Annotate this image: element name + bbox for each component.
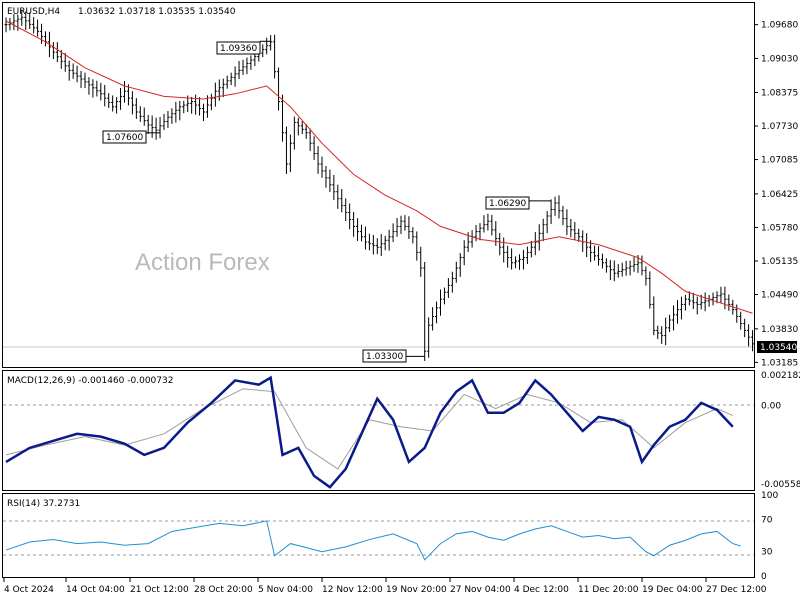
annotation-label: 1.07600: [106, 133, 143, 143]
price-panel: [2, 2, 755, 368]
rsi-panel: [2, 493, 755, 578]
macd-tick-label: -0.005584: [761, 480, 800, 490]
price-tick-label: 1.04490: [761, 291, 798, 301]
time-tick-label: 27 Dec 12:00: [706, 585, 767, 595]
macd-signal-line: [5, 388, 734, 470]
macd-tick-label: 0.002182: [761, 371, 800, 381]
moving-average-line: [5, 20, 753, 314]
macd-panel: [2, 370, 755, 491]
time-tick-label: 27 Nov 04:00: [450, 585, 511, 595]
time-tick-label: 4 Dec 12:00: [514, 585, 569, 595]
macd-main-line: [5, 375, 734, 489]
annotation-box: [485, 196, 530, 210]
price-tick-label: 1.09680: [761, 21, 798, 31]
symbol-label: EURUSD,H4: [7, 7, 60, 17]
ohlc-readout: 1.03632 1.03718 1.03535 1.03540: [78, 7, 236, 17]
price-tick-label: 1.03185: [761, 358, 798, 368]
price-tick-label: 1.03830: [761, 325, 798, 335]
last-price-label: 1.03540: [760, 343, 797, 353]
time-tick-label: 11 Dec 20:00: [578, 585, 639, 595]
annotation-label: 1.06290: [489, 199, 526, 209]
annotation-box: [102, 130, 147, 144]
time-tick-label: 14 Oct 04:00: [66, 585, 125, 595]
time-tick-label: 28 Oct 20:00: [194, 585, 253, 595]
price-tick-label: 1.06425: [761, 190, 798, 200]
rsi-label: RSI(14) 37.2731: [7, 499, 80, 509]
time-tick-label: 19 Dec 04:00: [642, 585, 703, 595]
price-tick-label: 1.05135: [761, 257, 798, 267]
time-tick-label: 19 Nov 20:00: [386, 585, 447, 595]
annotation-box: [216, 41, 261, 55]
price-tick-label: 1.08375: [761, 89, 798, 99]
price-tick-label: 1.07085: [761, 156, 798, 166]
time-tick-label: 4 Oct 2024: [4, 585, 54, 595]
annotation-label: 1.09360: [220, 44, 257, 54]
macd-tick-label: 0.00: [761, 402, 781, 412]
rsi-tick-label: 100: [761, 491, 778, 501]
last-price-tag: [757, 341, 797, 353]
price-tick-label: 1.09030: [761, 54, 798, 64]
rsi-tick-label: 0: [761, 572, 767, 582]
price-tick-label: 1.05780: [761, 223, 798, 233]
macd-label: MACD(12,26,9) -0.001460 -0.000732: [7, 376, 173, 386]
time-tick-label: 5 Nov 04:00: [258, 585, 313, 595]
price-series: [4, 9, 755, 362]
rsi-tick-label: 30: [761, 548, 773, 558]
rsi-tick-label: 70: [761, 515, 773, 525]
time-tick-label: 21 Oct 12:00: [130, 585, 189, 595]
time-tick-label: 12 Nov 12:00: [322, 585, 383, 595]
annotation-label: 1.03300: [366, 352, 403, 362]
price-tick-label: 1.07730: [761, 122, 798, 132]
annotation-box: [362, 349, 407, 363]
watermark: Action Forex: [135, 249, 270, 276]
rsi-line: [5, 520, 741, 561]
